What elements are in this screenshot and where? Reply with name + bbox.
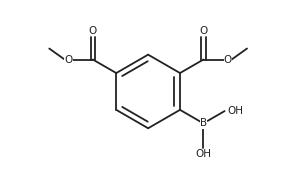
Text: O: O <box>224 55 232 65</box>
Text: OH: OH <box>195 149 211 159</box>
Text: OH: OH <box>227 106 243 116</box>
Text: B: B <box>200 118 207 128</box>
Text: O: O <box>89 26 97 36</box>
Text: O: O <box>64 55 72 65</box>
Text: O: O <box>199 26 208 36</box>
